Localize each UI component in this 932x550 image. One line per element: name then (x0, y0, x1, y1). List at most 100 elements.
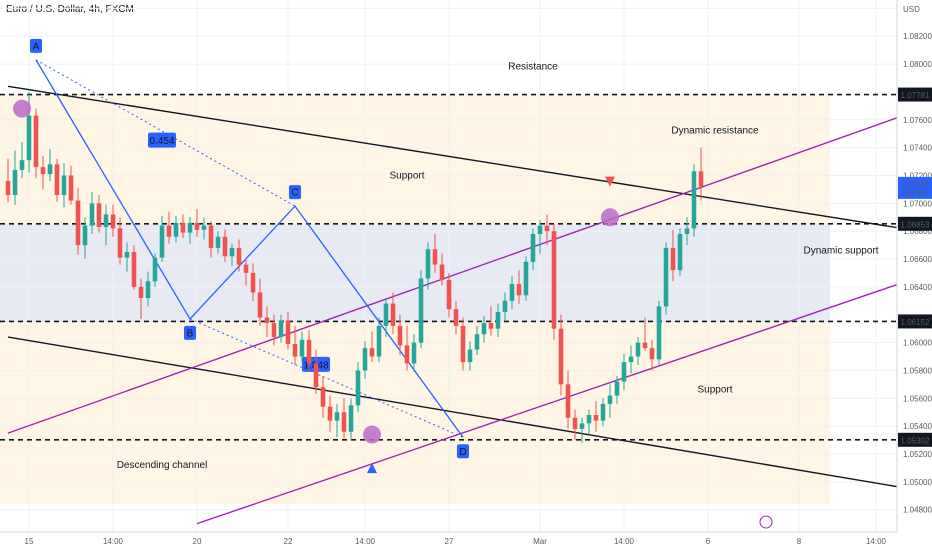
candle-body (551, 231, 557, 329)
price-level-tag (898, 432, 932, 447)
candle-body (33, 115, 39, 168)
sell-arrow-icon (605, 176, 615, 187)
candle-body (474, 334, 480, 350)
last-price-tag (898, 176, 932, 199)
candle-body (481, 323, 487, 335)
candle-body (537, 225, 543, 234)
candle-body (404, 345, 410, 364)
price-tick-label: 1.05000 (903, 478, 932, 487)
price-level-tag (898, 216, 932, 231)
price-tick-label: 1.05600 (903, 394, 932, 403)
candle-body (117, 228, 123, 258)
abcd-point-badge (457, 444, 469, 459)
candle-body (250, 272, 256, 293)
candle-body (187, 222, 193, 233)
candle-body (180, 222, 186, 233)
candle-body (152, 257, 158, 282)
candle-body (642, 342, 648, 349)
candle-body (61, 175, 67, 195)
price-tick-label: 1.08000 (903, 60, 932, 69)
horizontal-levels-layer (0, 93, 897, 441)
candle-body (285, 320, 291, 344)
candle-body (271, 323, 277, 338)
candle-body (362, 348, 368, 371)
touch-marker (601, 208, 619, 227)
candle-body (614, 381, 620, 396)
candle-body (523, 261, 529, 296)
abcd-point-label: A (33, 41, 40, 52)
price-axis[interactable]: USD1.082001.080001.076001.074001.072001.… (896, 0, 932, 550)
time-tick-label: 14:00 (103, 537, 124, 546)
time-tick-label: 15 (25, 537, 34, 546)
abcd-ratio-badge (148, 132, 176, 148)
candle-body (397, 325, 403, 346)
candles-layer (5, 91, 704, 443)
candle-body (173, 222, 179, 237)
candle-body (292, 343, 298, 357)
candle-body (383, 303, 389, 326)
time-tick-label: 14:00 (866, 537, 887, 546)
candle-body (40, 167, 46, 175)
candle-body (320, 387, 326, 407)
candle-body (649, 348, 655, 360)
price-tick-label: 1.06600 (903, 255, 932, 264)
candle-body (222, 236, 228, 257)
time-axis[interactable]: 15 14:00 20 22 14:00 27 Mar 14:00 6 8 14:00 (0, 531, 897, 550)
touch-marker (13, 99, 31, 118)
candle-body (607, 395, 613, 404)
candle-body (411, 342, 417, 364)
candle-body (656, 306, 662, 360)
candle-body (446, 279, 452, 310)
candle-body (75, 200, 81, 246)
candle-body (208, 225, 214, 248)
abcd-point-label: B (187, 328, 194, 339)
descending-channel-upper (7, 85, 932, 234)
candle-body (670, 247, 676, 271)
candle-body (544, 225, 550, 232)
candle-body (663, 247, 669, 307)
candle-body (579, 423, 585, 429)
candle-body (89, 203, 95, 226)
abcd-point-label: D (459, 447, 466, 458)
candle-body (313, 363, 319, 388)
candle-body (635, 342, 641, 357)
candle-body (369, 348, 375, 357)
abcd-point-label: C (291, 188, 298, 199)
candle-body (278, 320, 284, 338)
candle-body (425, 249, 431, 279)
candle-body (684, 228, 690, 234)
candle-body (691, 171, 697, 229)
candle-body (110, 214, 116, 229)
candle-body (502, 300, 508, 312)
candle-body (376, 325, 382, 357)
candle-body (12, 169, 18, 195)
candle-body (159, 225, 165, 258)
time-axis-bg (0, 532, 897, 550)
candle-body (698, 171, 704, 187)
candle-body (495, 311, 501, 329)
dynamic-resistance (7, 104, 932, 434)
last-price-label: 1.07118 (901, 180, 930, 189)
candle-body (103, 214, 109, 228)
symbol-title: Euro / U.S. Dollar, 4h, FXCM (6, 4, 134, 15)
time-tick-label: 8 (797, 537, 802, 546)
candle-body (306, 339, 312, 364)
candle-body (488, 323, 494, 329)
candle-body (439, 264, 445, 280)
price-level-tag-label: 1.05302 (901, 436, 930, 445)
abcd-ratio-label: 0.454 (149, 136, 174, 147)
buy-arrow-icon (367, 463, 377, 474)
candle-body (621, 362, 627, 382)
candle-body (5, 181, 11, 195)
last-price-countdown: 06:30 (905, 189, 926, 198)
candle-body (131, 252, 137, 287)
abcd-point-badge (184, 325, 196, 340)
candle-body (453, 309, 459, 326)
candle-body (355, 370, 361, 406)
candle-body (390, 303, 396, 326)
time-tick-label: 14:00 (614, 537, 635, 546)
candle-body (348, 405, 354, 432)
candle-body (68, 175, 74, 201)
candle-body (243, 264, 249, 273)
